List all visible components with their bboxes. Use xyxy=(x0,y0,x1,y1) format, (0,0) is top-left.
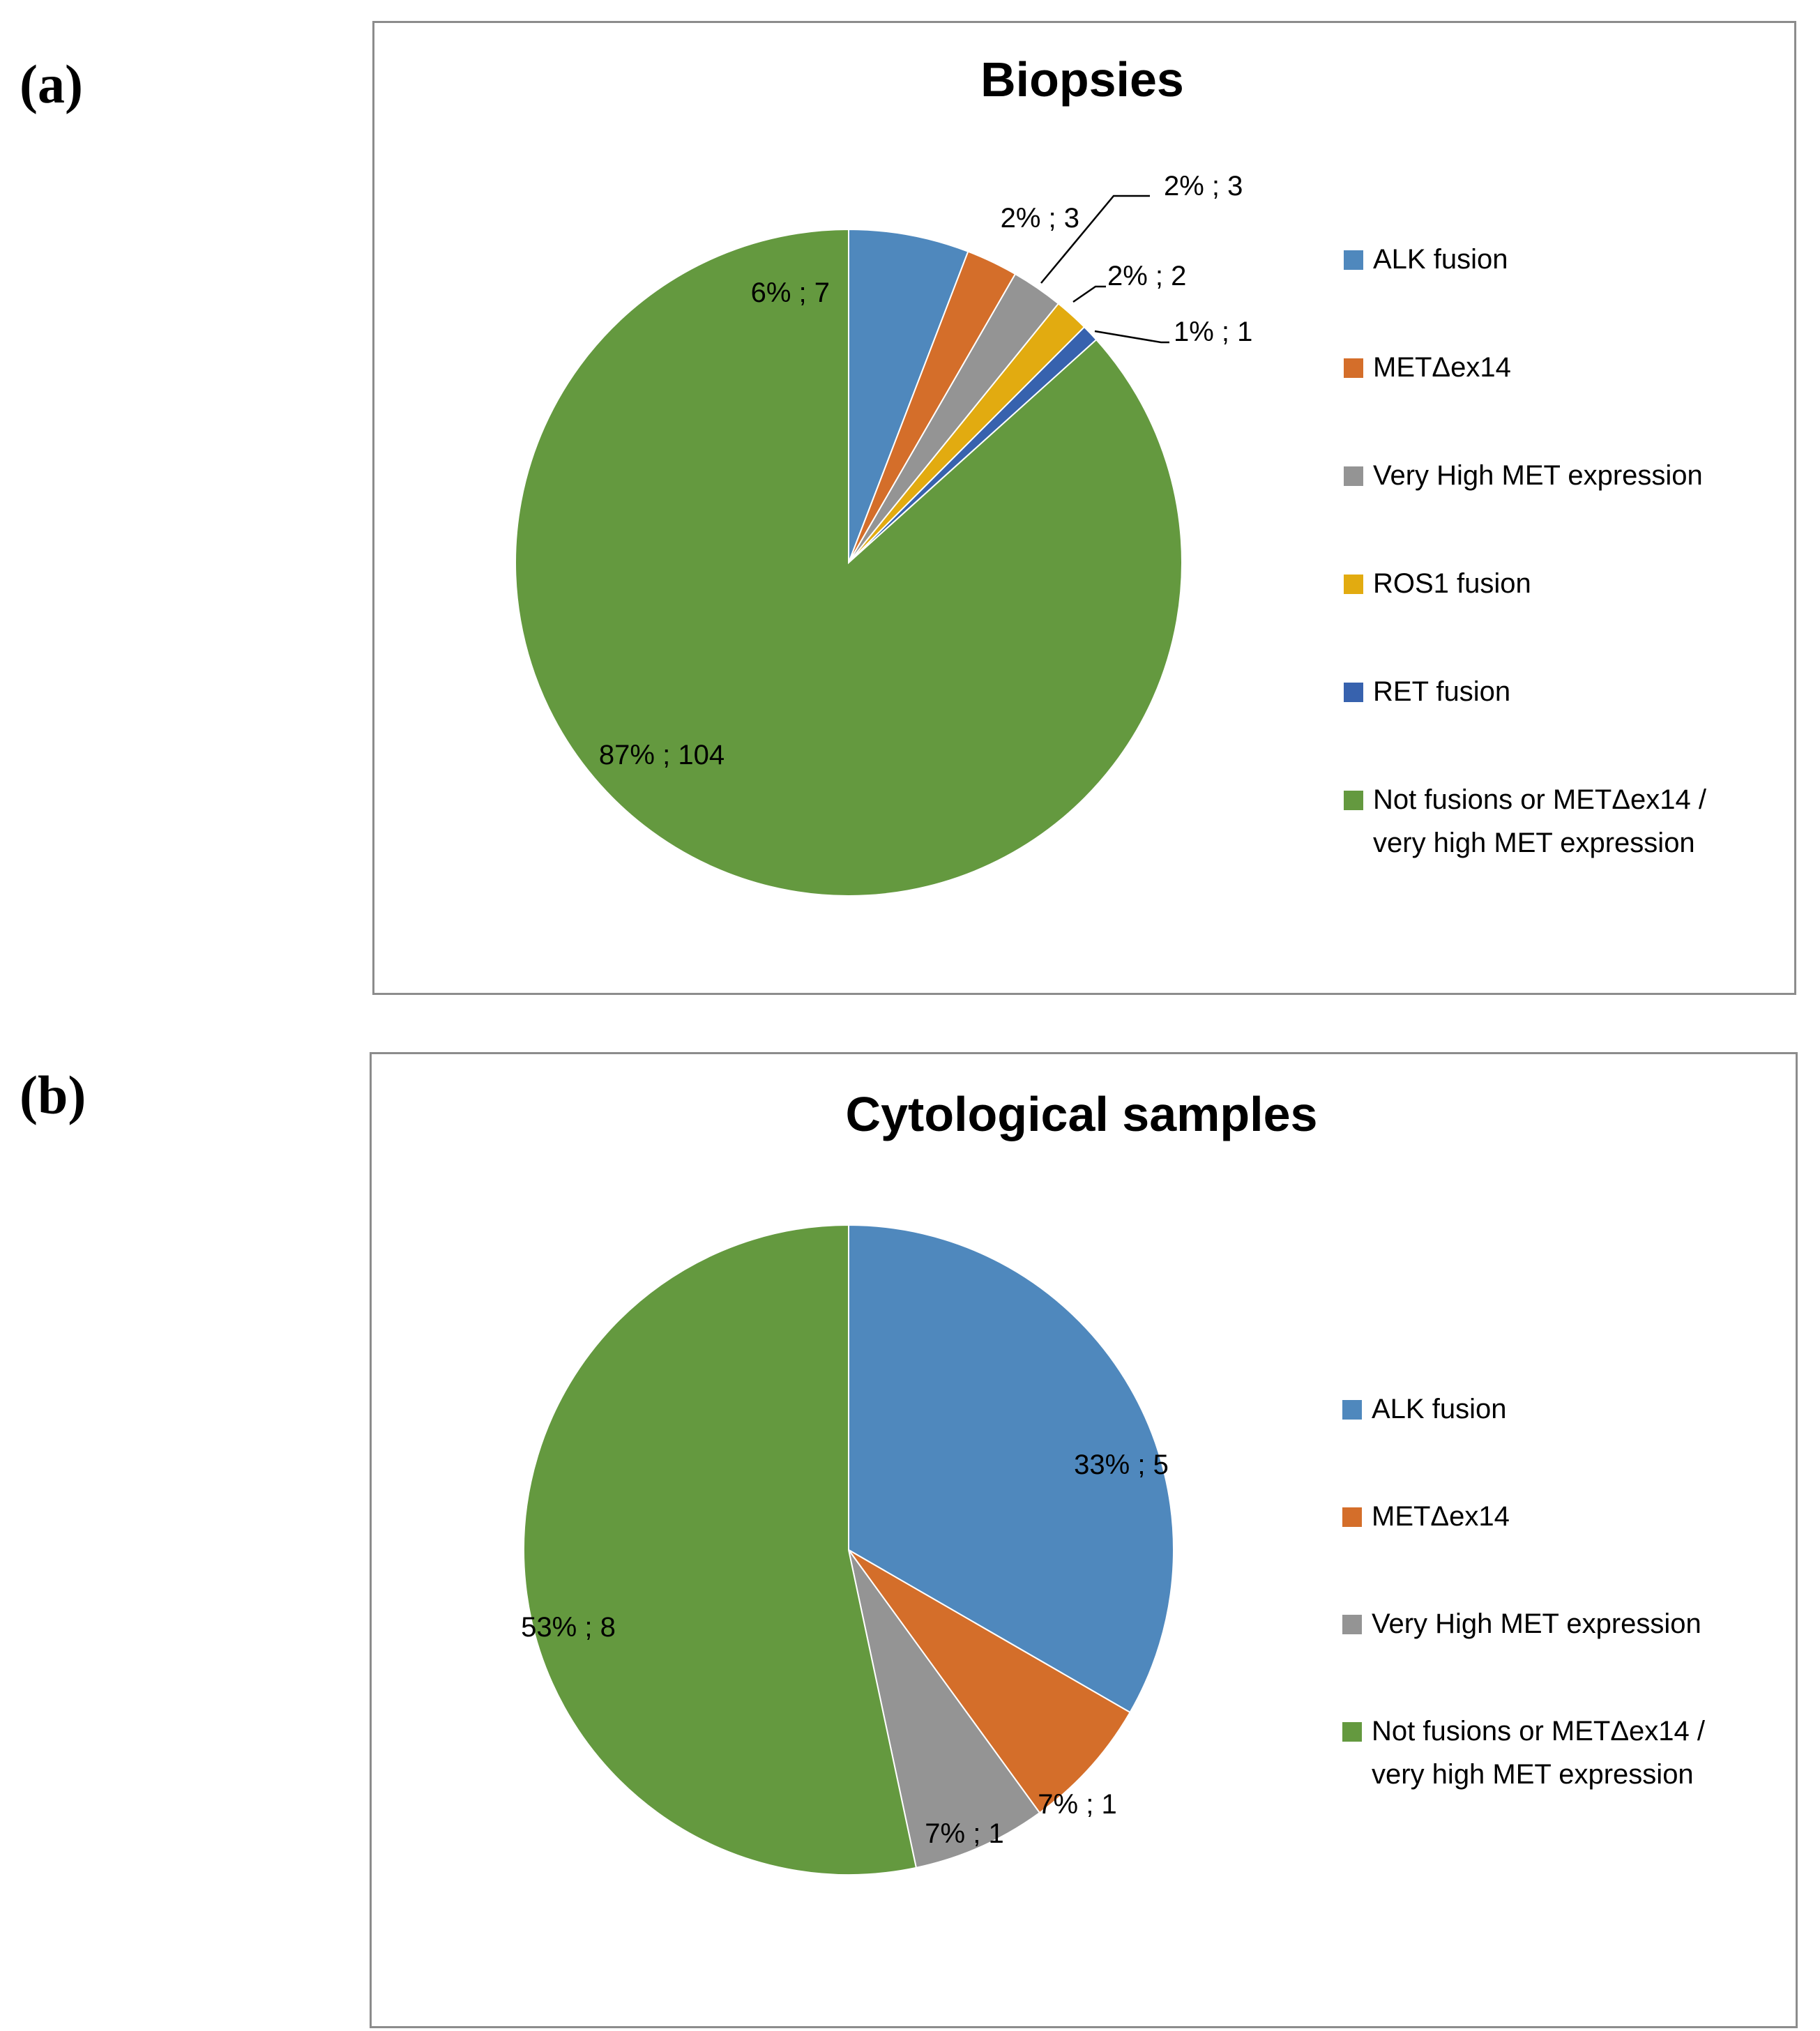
panel-label-a: (a) xyxy=(20,54,83,114)
legend-swatch-ret-fusion xyxy=(1344,683,1363,702)
leader-line xyxy=(1072,285,1106,303)
cytological-pie-chart: Cytological samples 33% ; 5 7% ; 1 7% ; 1 53… xyxy=(521,1087,1706,1876)
legend-swatch-very-high-met-expression xyxy=(1342,1615,1362,1634)
pie-slice-alk-fusion xyxy=(848,228,969,563)
biopsies-chart-frame: Biopsies 6% ; 7 2% ; 3 2% ; 3 2% ; 2 1% ; 1 87… xyxy=(372,21,1796,995)
data-label-alk-fusion: 33% ; 5 xyxy=(1074,1450,1169,1480)
data-label-very-high-met-expression: 2% ; 3 xyxy=(1164,171,1243,201)
legend-swatch-met-ex14 xyxy=(1344,358,1363,378)
legend-swatch-met-ex14 xyxy=(1342,1507,1362,1527)
pie-slice-not-fusions-or-met-ex14-very-high-met-expression xyxy=(523,1224,918,1876)
legend-swatch-not-fusions-or-met-ex14-very-high-met-expression xyxy=(1342,1722,1362,1742)
legend-swatch-very-high-met-expression xyxy=(1344,466,1363,486)
data-label-ret-fusion: 1% ; 1 xyxy=(1174,317,1252,347)
legend-label-ros1-fusion: ROS1 fusion xyxy=(1373,568,1531,599)
panel-label-b: (b) xyxy=(20,1065,86,1125)
legend: ALK fusion METΔex14 Very High MET expressi… xyxy=(1342,1394,1706,1790)
data-label-very-high-met-expression: 7% ; 1 xyxy=(925,1818,1003,1849)
legend: ALK fusion METΔex14 Very High MET expressi… xyxy=(1344,244,1707,858)
chart-title: Biopsies xyxy=(980,52,1184,107)
data-label-not-fusions-or-met-ex14-very-high-met-expression: 87% ; 104 xyxy=(599,740,725,770)
legend-label-alk-fusion: ALK fusion xyxy=(1372,1394,1506,1424)
pie-slice-met-ex14 xyxy=(848,1549,1131,1814)
data-label-alk-fusion: 6% ; 7 xyxy=(751,277,830,308)
data-label-met-ex14: 7% ; 1 xyxy=(1038,1789,1116,1820)
legend-label-met-ex14: METΔex14 xyxy=(1373,352,1511,383)
legend-label-not-fusions-or-met-ex14-very-high-met-expression: Not fusions or METΔex14 / xyxy=(1372,1716,1706,1747)
legend-label-very-high-met-expression: Very High MET expression xyxy=(1373,460,1703,491)
legend-swatch-alk-fusion xyxy=(1342,1400,1362,1420)
legend-label-not-fusions-or-met-ex14-very-high-met-expression: very high MET expression xyxy=(1373,828,1695,858)
data-label-not-fusions-or-met-ex14-very-high-met-expression: 53% ; 8 xyxy=(521,1612,616,1643)
pie-slice-alk-fusion xyxy=(848,1224,1174,1714)
legend-swatch-not-fusions-or-met-ex14-very-high-met-expression xyxy=(1344,791,1363,810)
legend-label-not-fusions-or-met-ex14-very-high-met-expression: very high MET expression xyxy=(1372,1759,1694,1790)
pie-slice-not-fusions-or-met-ex14-very-high-met-expression xyxy=(515,228,1183,897)
legend-label-alk-fusion: ALK fusion xyxy=(1373,244,1508,275)
chart-title: Cytological samples xyxy=(846,1087,1318,1141)
data-label-ros1-fusion: 2% ; 2 xyxy=(1107,261,1186,291)
leader-line xyxy=(1040,195,1150,284)
legend-label-not-fusions-or-met-ex14-very-high-met-expression: Not fusions or METΔex14 / xyxy=(1373,784,1707,815)
legend-label-very-high-met-expression: Very High MET expression xyxy=(1372,1608,1701,1639)
data-label-met-ex14: 2% ; 3 xyxy=(1001,203,1079,234)
pie-slice-very-high-met-expression xyxy=(848,1549,1041,1869)
legend-label-met-ex14: METΔex14 xyxy=(1372,1501,1510,1532)
cytological-chart-frame: Cytological samples 33% ; 5 7% ; 1 7% ; 1 53… xyxy=(370,1052,1798,2028)
legend-label-ret-fusion: RET fusion xyxy=(1373,676,1510,707)
leader-line xyxy=(1094,330,1169,344)
biopsies-pie-chart: Biopsies 6% ; 7 2% ; 3 2% ; 3 2% ; 2 1% ; 1 87… xyxy=(515,52,1707,897)
legend-swatch-alk-fusion xyxy=(1344,250,1363,270)
legend-swatch-ros1-fusion xyxy=(1344,575,1363,594)
